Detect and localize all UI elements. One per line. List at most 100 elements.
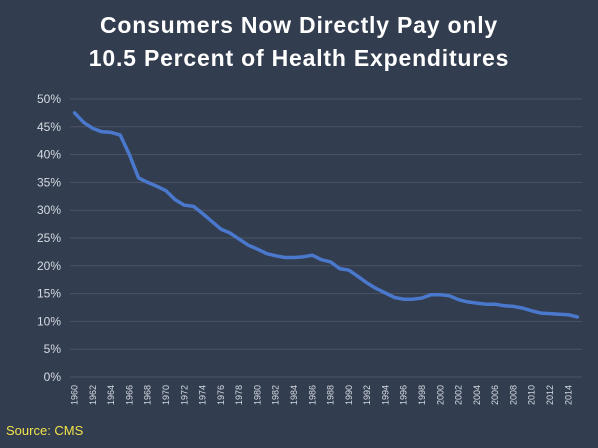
data-point: [156, 185, 158, 188]
data-point: [92, 127, 94, 130]
x-tick-label: 2000: [435, 385, 445, 405]
data-point: [366, 282, 368, 284]
data-point: [293, 256, 295, 259]
x-tick-label: 1978: [234, 385, 244, 405]
data-point: [521, 307, 524, 309]
data-point: [274, 255, 277, 257]
data-point: [412, 298, 414, 301]
data-point: [73, 112, 76, 114]
x-tick-label: 1970: [161, 385, 171, 405]
x-tick-label: 1998: [417, 385, 427, 405]
x-tick-label: 1964: [106, 385, 116, 405]
x-tick-label: 2006: [490, 385, 500, 405]
y-tick-label: 30%: [37, 203, 61, 217]
y-tick-label: 15%: [37, 287, 61, 301]
data-point: [549, 312, 551, 315]
y-tick-label: 10%: [37, 314, 61, 328]
data-point: [540, 312, 542, 314]
x-tick-label: 2014: [563, 385, 573, 405]
x-tick-label: 1976: [216, 385, 226, 405]
data-point: [146, 181, 149, 184]
y-tick-label: 0%: [44, 370, 62, 384]
x-tick-label: 2002: [454, 385, 464, 405]
chart-title-line-1: Consumers Now Directly Pay only: [99, 12, 499, 38]
series-group: [72, 111, 580, 319]
gridlines: [70, 98, 582, 378]
x-tick-label: 2004: [472, 385, 482, 405]
data-point: [348, 269, 350, 272]
data-point: [485, 303, 487, 306]
data-point: [320, 258, 323, 261]
x-tick-label: 1972: [179, 385, 189, 405]
data-point: [137, 177, 140, 179]
data-point: [220, 228, 222, 230]
y-axis-ticks: 0% 5% 10% 15% 20% 25% 30% 35% 40% 45% 50%: [37, 92, 61, 384]
data-point: [402, 298, 405, 301]
data-point: [375, 287, 378, 290]
data-point: [567, 313, 570, 316]
data-point: [82, 121, 85, 124]
x-tick-label: 2008: [508, 385, 518, 405]
data-point: [247, 244, 250, 246]
x-tick-label: 1968: [143, 385, 153, 405]
data-point: [430, 293, 432, 296]
data-point: [265, 252, 268, 255]
data-point: [466, 301, 469, 303]
y-tick-label: 5%: [44, 342, 62, 356]
data-point: [457, 298, 460, 301]
data-point: [338, 267, 341, 270]
x-tick-label: 1974: [198, 385, 208, 405]
data-point: [503, 305, 506, 307]
data-point: [357, 275, 359, 278]
x-tick-label: 1992: [362, 385, 372, 405]
data-point: [101, 131, 103, 133]
data-point: [384, 292, 387, 294]
chart-title-line-2: 10.5 Percent of Health Expenditures: [88, 45, 510, 71]
data-point: [311, 254, 314, 256]
x-tick-label: 1994: [380, 385, 390, 405]
data-point: [302, 256, 304, 258]
data-point: [229, 232, 231, 234]
x-tick-label: 1960: [70, 385, 80, 405]
data-point: [558, 313, 560, 316]
data-point: [128, 153, 131, 156]
data-point: [210, 220, 213, 223]
data-point: [530, 310, 533, 312]
data-point: [256, 248, 259, 250]
data-point: [119, 134, 122, 136]
data-point: [192, 205, 195, 208]
data-point: [421, 297, 423, 299]
data-point: [576, 316, 579, 318]
x-tick-label: 1990: [344, 385, 354, 405]
series-line: [72, 111, 580, 319]
x-tick-label: 1966: [124, 385, 134, 405]
data-point: [494, 303, 496, 306]
x-tick-label: 2012: [545, 385, 555, 405]
data-point: [476, 302, 478, 304]
data-point: [393, 296, 396, 299]
data-point: [183, 204, 186, 206]
data-point: [238, 238, 240, 240]
y-tick-label: 45%: [37, 120, 61, 134]
x-tick-label: 1996: [399, 385, 409, 405]
x-axis-ticks: 1960 1962 1964 1966 1968 1970 1972 1974 1976 1978…: [70, 385, 574, 405]
data-point: [439, 293, 442, 296]
x-tick-label: 1984: [289, 385, 299, 405]
y-tick-label: 25%: [37, 231, 61, 245]
x-tick-label: 1980: [252, 385, 262, 405]
y-tick-label: 40%: [37, 148, 61, 162]
y-tick-label: 20%: [37, 259, 61, 273]
data-point: [448, 295, 451, 297]
x-tick-label: 1962: [88, 385, 98, 405]
source-note: Source: CMS: [6, 423, 84, 438]
data-point: [284, 256, 286, 259]
data-point: [201, 212, 204, 215]
x-tick-label: 1988: [326, 385, 336, 405]
data-point: [174, 198, 176, 201]
x-tick-label: 2010: [527, 385, 537, 405]
data-point: [110, 131, 112, 134]
x-tick-label: 1982: [271, 385, 281, 405]
data-point: [165, 189, 167, 192]
